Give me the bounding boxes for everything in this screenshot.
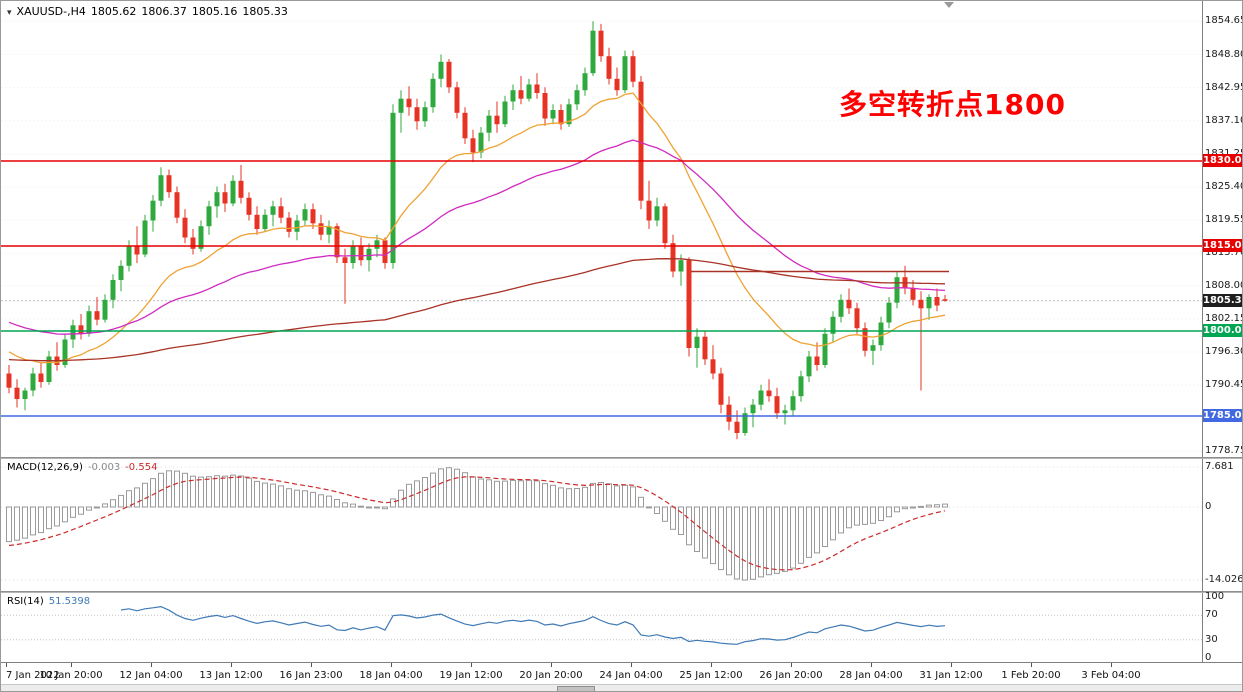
axis-tick-label: 1808.00 <box>1205 279 1243 291</box>
time-tick <box>951 663 952 667</box>
chart-shift-marker-icon <box>944 2 954 8</box>
price-badge-1830.00: 1830.00 <box>1203 154 1242 167</box>
axis-tick-label: 30 <box>1205 633 1218 645</box>
bid-price-badge: 1805.33 <box>1203 293 1242 307</box>
rsi-label: RSI(14) <box>7 596 44 607</box>
time-tick <box>231 663 232 667</box>
time-tick <box>391 663 392 667</box>
price-badge-1815.00: 1815.00 <box>1203 239 1242 252</box>
time-axis-label: 1 Feb 20:00 <box>1001 670 1061 681</box>
time-axis-label: 19 Jan 12:00 <box>439 670 503 681</box>
time-tick <box>711 663 712 667</box>
axis-tick-label: 100 <box>1205 591 1225 602</box>
time-tick <box>1031 663 1032 667</box>
panel-separator[interactable] <box>1 591 1242 593</box>
chart-marker-icon: ▾ <box>7 8 12 18</box>
rsi-axis[interactable]: 100 70 30 0 <box>1202 591 1242 663</box>
price-axis[interactable]: 1854.65 1848.80 1842.95 1837.10 1831.25 1825.… <box>1202 1 1243 457</box>
time-axis-label: 26 Jan 20:00 <box>759 670 823 681</box>
axis-tick-label: 1819.55 <box>1205 214 1243 226</box>
panel-separator[interactable] <box>1 457 1242 459</box>
axis-tick-label: 1778.75 <box>1205 445 1243 457</box>
time-tick <box>311 663 312 667</box>
time-axis-label: 25 Jan 12:00 <box>679 670 743 681</box>
time-tick <box>871 663 872 667</box>
axis-tick-label: 1854.65 <box>1205 15 1243 27</box>
time-tick <box>6 663 7 667</box>
time-axis-label: 28 Jan 04:00 <box>839 670 903 681</box>
time-tick <box>471 663 472 667</box>
axis-tick-label: -14.026 <box>1205 574 1243 586</box>
price-badge-1800.00: 1800.00 <box>1203 324 1242 337</box>
rsi-value: 51.5398 <box>48 596 91 607</box>
ohlc-high: 1806.37 <box>141 5 187 18</box>
axis-tick-label: 1837.10 <box>1205 114 1243 126</box>
axis-tick-label: 1842.95 <box>1205 81 1243 93</box>
chart-title: ▾ XAUUSD-,H4 1805.62 1806.37 1805.16 1805.33 <box>7 5 293 18</box>
price-plot-area[interactable] <box>1 1 1202 461</box>
price-chart-panel: 1854.65 1848.80 1842.95 1837.10 1831.25 1825.… <box>1 1 1242 457</box>
rsi-title: RSI(14) 51.5398 <box>7 596 95 607</box>
axis-tick-label: 7.681 <box>1205 461 1234 472</box>
macd-title: MACD(12,26,9) -0.003 -0.554 <box>7 462 162 473</box>
ma-fast-orange <box>8 92 946 364</box>
axis-tick-label: 0 <box>1205 652 1212 663</box>
axis-tick-label: 1848.80 <box>1205 48 1243 60</box>
rsi-line <box>120 605 946 645</box>
time-tick <box>791 663 792 667</box>
time-axis-label: 16 Jan 23:00 <box>279 670 343 681</box>
symbol-timeframe: XAUUSD-,H4 <box>16 5 86 18</box>
horizontal-scrollbar[interactable] <box>1 684 1242 691</box>
rsi-canvas[interactable] <box>1 593 1202 662</box>
axis-tick-label: 1796.30 <box>1205 346 1243 357</box>
axis-tick-label: 70 <box>1205 609 1218 621</box>
time-tick <box>1111 663 1112 667</box>
macd-signal-line <box>8 476 946 571</box>
macd-signal-value: -0.554 <box>125 462 158 473</box>
macd-axis[interactable]: 7.681 0 -14.026 <box>1202 459 1243 591</box>
time-axis-label: 12 Jan 04:00 <box>119 670 183 681</box>
ohlc-close: 1805.33 <box>242 5 288 18</box>
scrollbar-thumb[interactable] <box>557 686 595 691</box>
time-axis-label: 20 Jan 20:00 <box>519 670 583 681</box>
ma-mid-magenta <box>8 139 946 335</box>
axis-tick-label: 1802.15 <box>1205 312 1243 324</box>
macd-panel: 7.681 0 -14.026 MACD(12,26,9) -0.003 -0.554 <box>1 459 1242 591</box>
candlestick-canvas[interactable] <box>1 1 1202 457</box>
macd-value: -0.003 <box>87 462 121 473</box>
axis-tick-label: 1790.45 <box>1205 379 1243 391</box>
time-axis-label: 3 Feb 04:00 <box>1081 670 1141 681</box>
price-badge-1785.00: 1785.00 <box>1203 409 1242 422</box>
time-axis[interactable]: 7 Jan 2022 10 Jan 20:00 12 Jan 04:00 13 Jan… <box>1 662 1242 684</box>
axis-tick-label: 1825.40 <box>1205 181 1243 193</box>
time-axis-label: 24 Jan 04:00 <box>599 670 663 681</box>
time-axis-label: 31 Jan 12:00 <box>919 670 983 681</box>
macd-plot-area[interactable] <box>1 459 1202 595</box>
rsi-plot-area[interactable] <box>1 593 1202 666</box>
time-tick <box>151 663 152 667</box>
ma-slow-darkred <box>8 258 946 362</box>
rsi-panel: 100 70 30 0 RSI(14) 51.5398 <box>1 591 1242 663</box>
ohlc-low: 1805.16 <box>191 5 238 18</box>
axis-tick-label: 1813.70 <box>1205 247 1243 259</box>
time-axis-label: 10 Jan 20:00 <box>39 670 103 681</box>
axis-tick-label: 1831.25 <box>1205 148 1242 159</box>
time-axis-label: 13 Jan 12:00 <box>199 670 263 681</box>
time-axis-label: 7 Jan 2022 <box>6 670 60 681</box>
time-axis-label: 18 Jan 04:00 <box>359 670 423 681</box>
axis-tick-label: 0 <box>1205 501 1212 512</box>
time-tick <box>551 663 552 667</box>
macd-label: MACD(12,26,9) <box>7 462 83 473</box>
time-tick <box>631 663 632 667</box>
annotation-text: 多空转折点1800 <box>839 88 1066 121</box>
ohlc-open: 1805.62 <box>90 5 137 18</box>
time-tick <box>71 663 72 667</box>
macd-canvas[interactable] <box>1 459 1202 591</box>
